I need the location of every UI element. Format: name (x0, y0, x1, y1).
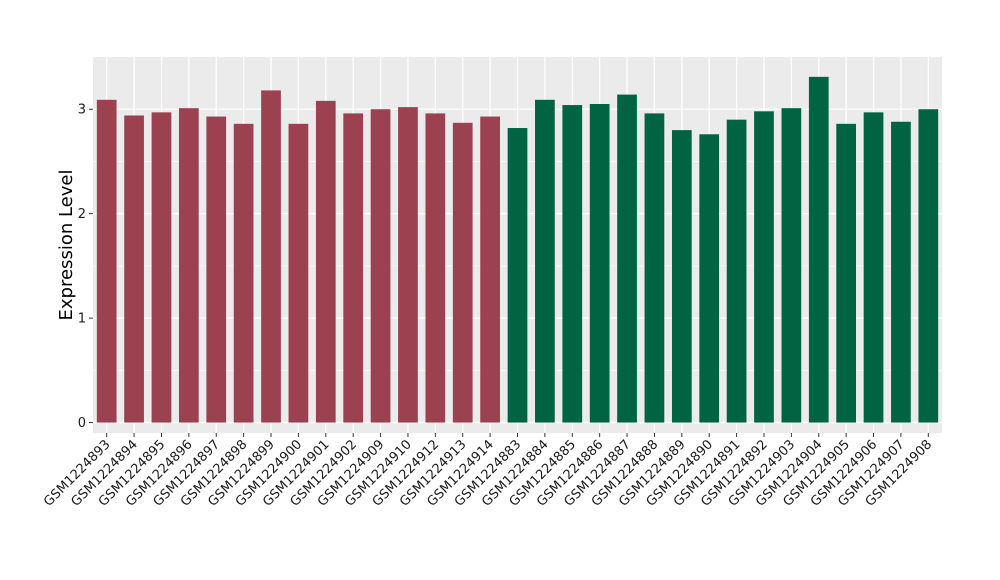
bar (124, 115, 144, 423)
bar (562, 105, 583, 423)
bar (480, 116, 500, 423)
bar (726, 119, 747, 423)
bar (535, 99, 555, 423)
x-axis: GSM1224893GSM1224894GSM1224895GSM1224896… (41, 433, 935, 510)
bar (863, 112, 884, 423)
bar (754, 111, 774, 423)
bar (315, 100, 336, 423)
bar (891, 121, 911, 423)
bar (261, 90, 281, 423)
bar (699, 134, 720, 423)
bar (233, 123, 254, 423)
bar (617, 94, 637, 423)
bar (644, 113, 665, 423)
bar (398, 107, 418, 423)
y-axis-title: Expression Level (56, 170, 77, 321)
bar (343, 113, 364, 423)
bar (178, 108, 199, 423)
y-tick-label: 3 (78, 103, 86, 118)
bar (370, 109, 391, 423)
y-tick-label: 0 (78, 416, 86, 431)
bars (96, 76, 939, 423)
bar (206, 116, 227, 423)
bar (918, 109, 939, 423)
y-tick-label: 1 (78, 312, 86, 327)
bar (589, 104, 610, 423)
bar (96, 99, 117, 423)
bar (507, 128, 528, 423)
y-tick-label: 2 (78, 207, 86, 222)
bar (671, 130, 692, 423)
bar (781, 108, 802, 423)
bar (288, 123, 309, 423)
bar (151, 112, 172, 423)
bar (425, 113, 446, 423)
bar (808, 76, 829, 423)
y-axis: 0 1 2 3 (78, 103, 93, 431)
bar (452, 122, 473, 423)
bar (836, 123, 857, 423)
